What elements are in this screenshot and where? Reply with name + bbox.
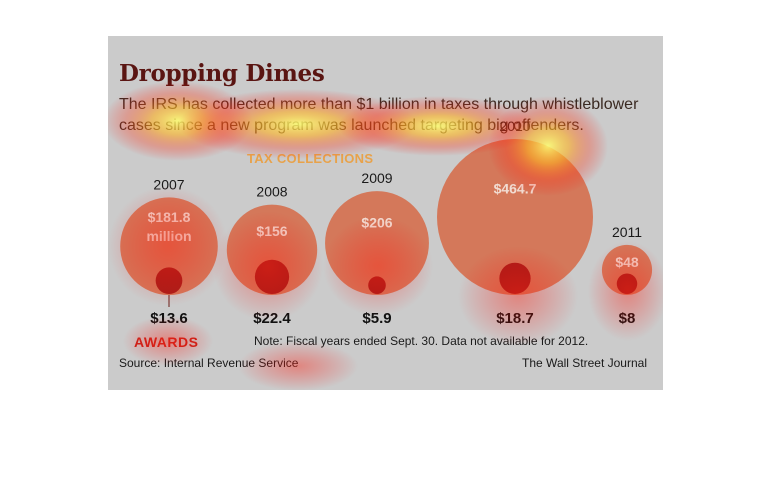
award-value-label-2009: $5.9: [362, 310, 391, 327]
award-bubble-2011: [616, 273, 638, 294]
award-value-label-2008: $22.4: [253, 310, 291, 327]
infographic-panel: Dropping Dimes The IRS has collected mor…: [108, 36, 663, 390]
award-value-label-2011: $8: [619, 310, 636, 327]
award-value-label-2007: $13.6: [150, 310, 188, 327]
tax-collections-label: TAX COLLECTIONS: [247, 151, 374, 166]
year-label-2010: 2010: [499, 118, 530, 134]
tax-value-label-2008: $156: [256, 223, 287, 239]
award-value-label-2010: $18.7: [496, 310, 534, 327]
awards-label: AWARDS: [134, 334, 199, 350]
source-line: Source: Internal Revenue Service: [119, 356, 299, 370]
award-bubble-2008: [254, 259, 290, 294]
award-bubble-2007: [155, 267, 183, 294]
footnote: Note: Fiscal years ended Sept. 30. Data …: [254, 334, 589, 348]
tax-value-label-2011: $48: [615, 254, 639, 270]
award-bubble-2010: [499, 262, 531, 294]
award-bubble-2009: [368, 276, 386, 294]
publisher-credit: The Wall Street Journal: [522, 356, 647, 370]
year-label-2007: 2007: [153, 176, 184, 192]
year-label-2011: 2011: [612, 224, 642, 240]
year-label-2009: 2009: [361, 170, 392, 186]
tax-value-label-2009: $206: [361, 214, 392, 230]
tax-value-label-2010: $464.7: [494, 181, 537, 197]
year-label-2008: 2008: [256, 184, 287, 200]
